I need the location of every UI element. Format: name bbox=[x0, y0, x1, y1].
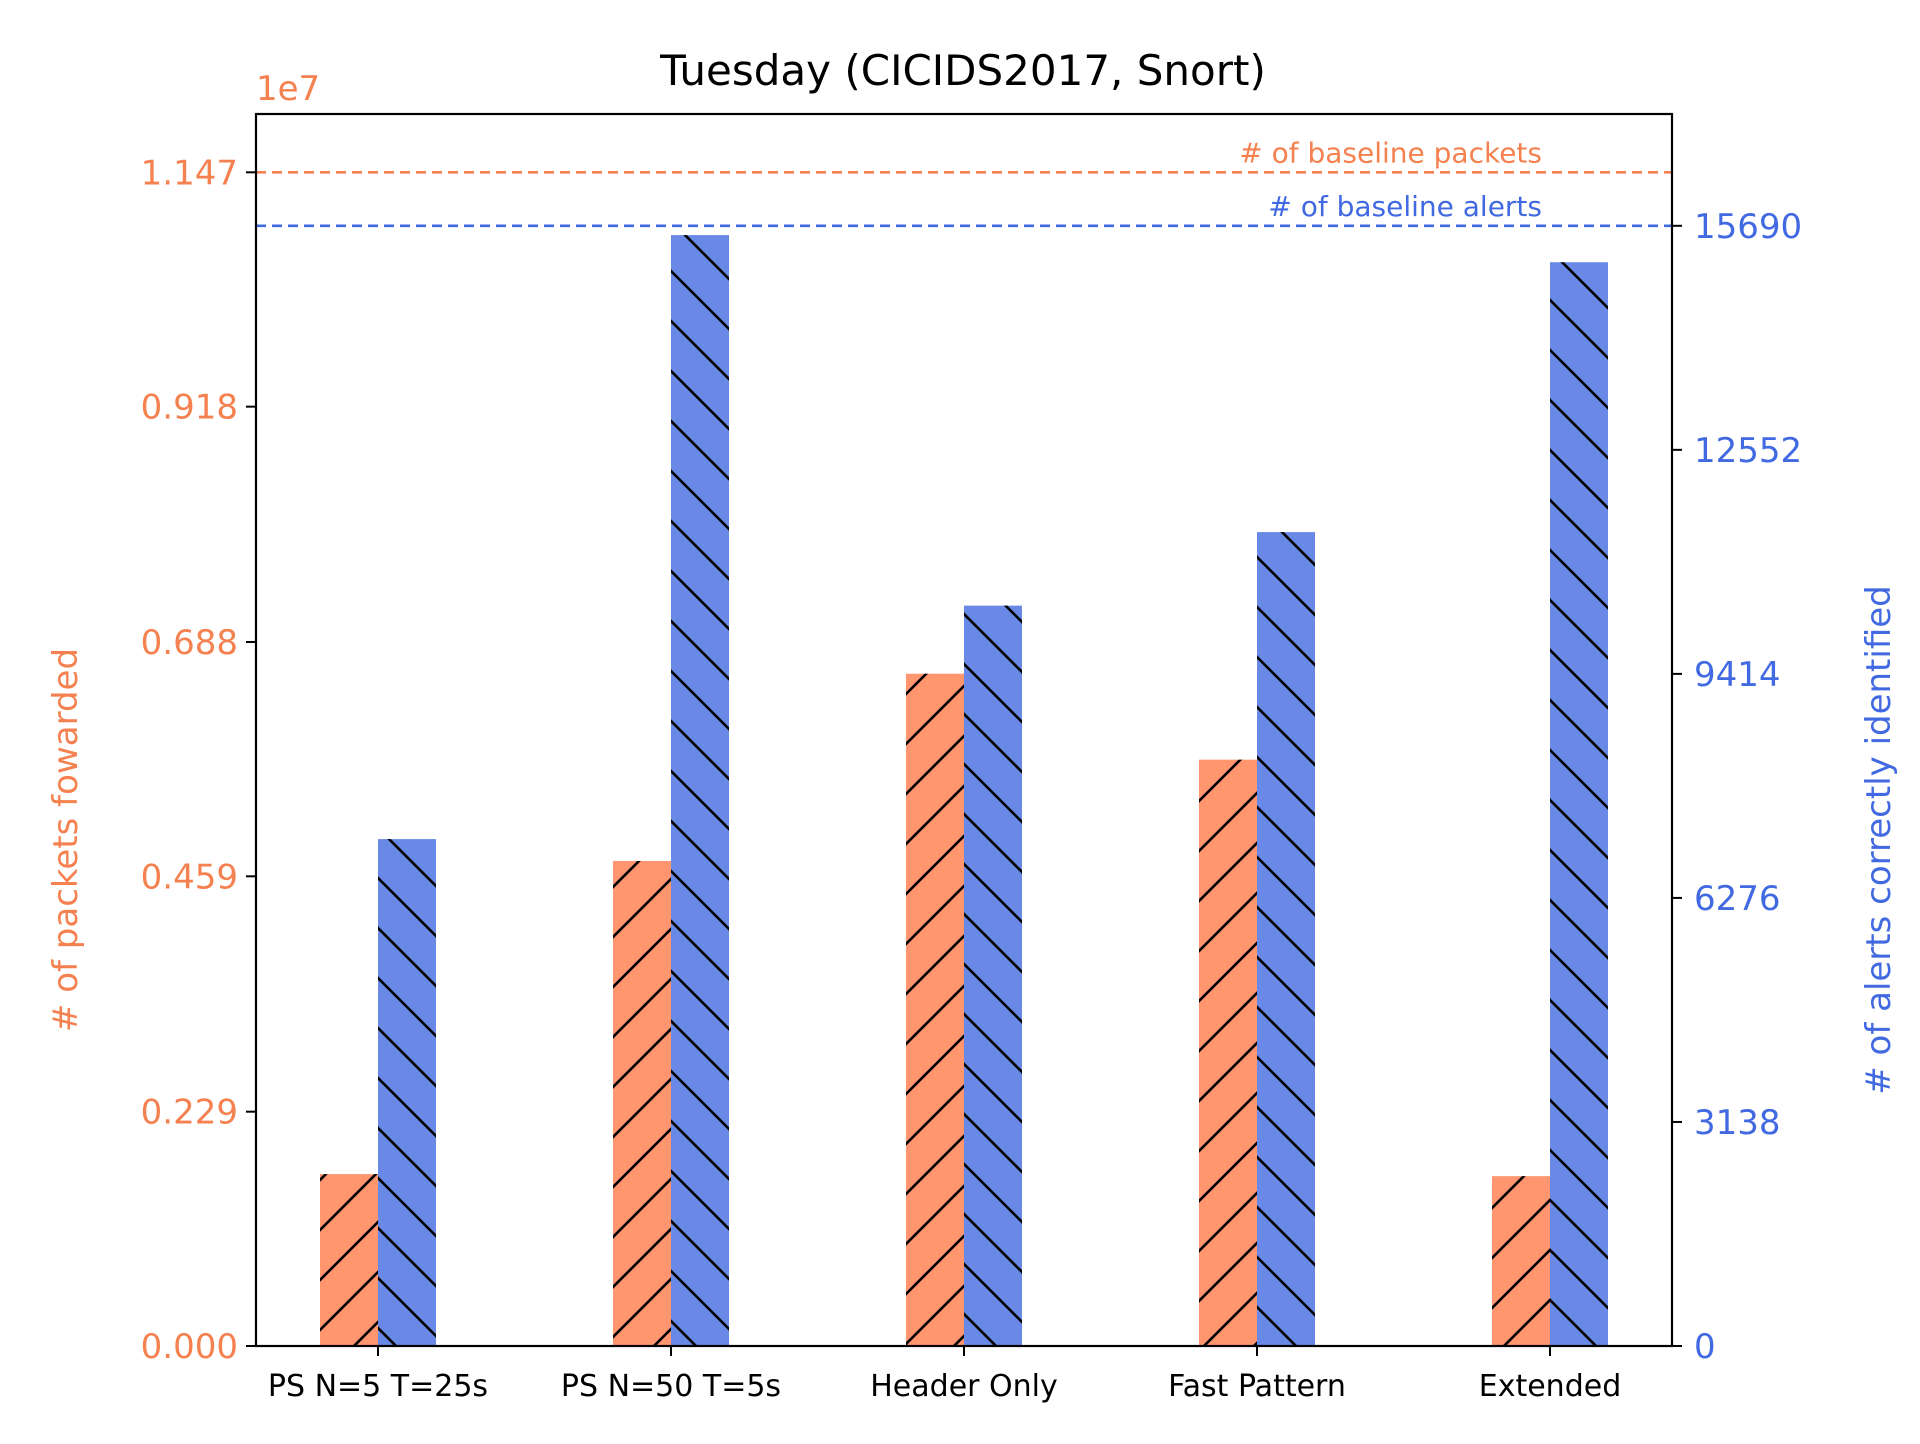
bar bbox=[378, 839, 436, 1346]
x-tick-label: PS N=50 T=5s bbox=[561, 1369, 781, 1404]
left-tick-label: 0.000 bbox=[141, 1327, 238, 1367]
bar-hatch bbox=[378, 839, 436, 1346]
left-tick-label: 0.459 bbox=[141, 857, 238, 897]
x-tick-label: PS N=5 T=25s bbox=[268, 1369, 488, 1404]
plot-frame bbox=[254, 112, 1674, 1348]
bar-hatch bbox=[320, 1174, 378, 1346]
left-axis-offset-text: 1e7 bbox=[256, 69, 320, 109]
bar bbox=[1550, 262, 1608, 1346]
baseline-layer: # of baseline packets # of baseline alert… bbox=[256, 136, 1672, 228]
right-tick-label: 9414 bbox=[1694, 655, 1781, 695]
bar bbox=[1199, 759, 1257, 1346]
bar bbox=[1492, 1176, 1550, 1346]
bar-hatch bbox=[1550, 262, 1608, 1346]
right-tick-label: 6276 bbox=[1694, 879, 1781, 919]
bars-layer bbox=[320, 235, 1608, 1347]
ticks-layer: 0.000 0.229 0.459 0.688 0.918 1.147 0 3138 6276 9… bbox=[141, 153, 1803, 1404]
right-tick-label: 15690 bbox=[1694, 207, 1802, 247]
left-tick-label: 0.688 bbox=[141, 623, 238, 663]
right-axis-label: # of alerts correctly identified bbox=[1859, 585, 1899, 1095]
x-tick-label: Header Only bbox=[870, 1369, 1058, 1404]
bar-hatch bbox=[1199, 759, 1257, 1346]
bar-hatch bbox=[671, 235, 729, 1347]
bar bbox=[964, 605, 1022, 1346]
bar bbox=[613, 860, 671, 1346]
bar bbox=[906, 673, 964, 1346]
bar-hatch bbox=[964, 605, 1022, 1346]
bar bbox=[320, 1174, 378, 1346]
right-tick-label: 0 bbox=[1694, 1327, 1716, 1367]
left-tick-label: 1.147 bbox=[141, 153, 238, 193]
bar-hatch bbox=[906, 673, 964, 1346]
chart-title: Tuesday (CICIDS2017, Snort) bbox=[659, 46, 1266, 95]
left-tick-label: 0.229 bbox=[141, 1093, 238, 1133]
baseline-label: # of baseline alerts bbox=[1268, 190, 1542, 223]
bar bbox=[1257, 532, 1315, 1346]
x-tick-label: Extended bbox=[1479, 1369, 1622, 1404]
left-tick-label: 0.918 bbox=[141, 388, 238, 428]
right-tick-label: 12552 bbox=[1694, 431, 1802, 471]
x-tick-label: Fast Pattern bbox=[1168, 1369, 1346, 1404]
bar-hatch bbox=[1257, 532, 1315, 1346]
bar bbox=[671, 235, 729, 1347]
bar-hatch bbox=[613, 860, 671, 1346]
baseline-label: # of baseline packets bbox=[1239, 136, 1542, 169]
left-axis-label: # of packets fowarded bbox=[46, 648, 86, 1032]
right-tick-label: 3138 bbox=[1694, 1103, 1781, 1143]
bar-hatch bbox=[1492, 1176, 1550, 1346]
